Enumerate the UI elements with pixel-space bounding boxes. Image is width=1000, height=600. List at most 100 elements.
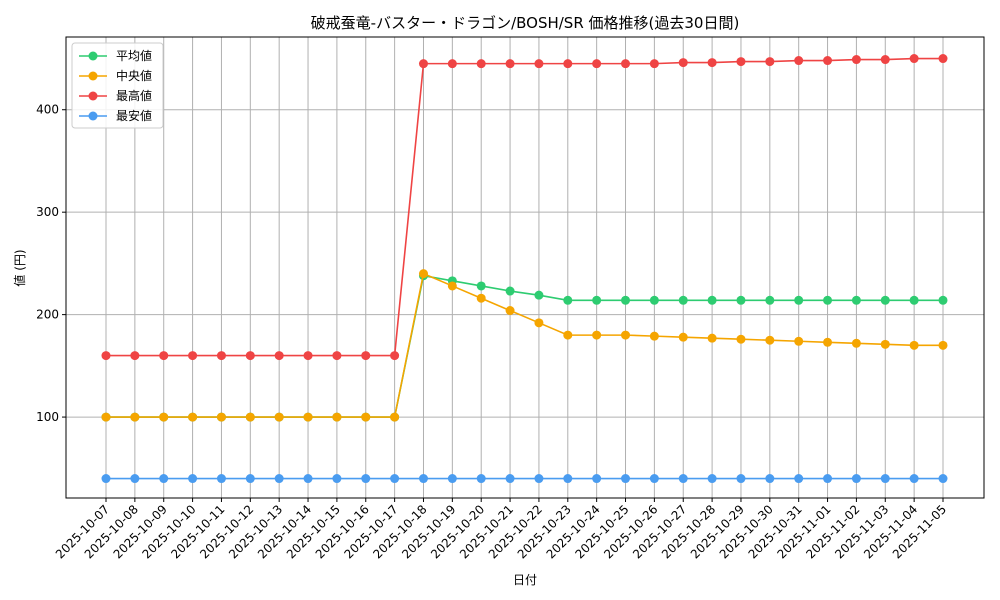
data-point [447, 474, 457, 484]
data-point [880, 55, 890, 65]
data-point [823, 474, 833, 484]
y-tick-label: 300 [36, 205, 59, 219]
data-point [418, 59, 428, 69]
data-point [678, 295, 688, 305]
data-point [476, 59, 486, 69]
data-point [909, 474, 919, 484]
legend-label: 最高値 [116, 88, 152, 103]
data-point [621, 474, 631, 484]
data-point [505, 474, 515, 484]
data-point [794, 474, 804, 484]
data-point [851, 295, 861, 305]
y-tick-label: 100 [36, 410, 59, 424]
data-point [736, 474, 746, 484]
series-line [106, 274, 943, 418]
data-point [592, 295, 602, 305]
series-layer [101, 54, 948, 484]
data-point [851, 474, 861, 484]
series-1 [101, 269, 948, 422]
grid [66, 37, 984, 498]
series-3 [101, 474, 948, 484]
data-point [909, 295, 919, 305]
series-line [106, 57, 943, 357]
data-point [707, 474, 717, 484]
data-point [332, 474, 342, 484]
x-axis-label: 日付 [513, 573, 537, 587]
data-point [101, 351, 111, 361]
data-point [274, 412, 284, 422]
data-point [505, 286, 515, 296]
y-tick-label: 200 [36, 308, 59, 322]
data-point [274, 351, 284, 361]
data-point [707, 333, 717, 343]
data-point [592, 59, 602, 69]
data-point [621, 295, 631, 305]
legend-entry: 平均値 [79, 48, 152, 63]
data-point [649, 295, 659, 305]
data-point [390, 412, 400, 422]
data-point [303, 474, 313, 484]
legend-label: 中央値 [116, 68, 152, 83]
data-point [101, 474, 111, 484]
data-point [765, 57, 775, 67]
data-point [851, 338, 861, 348]
data-point [880, 295, 890, 305]
legend-swatch-marker [88, 51, 98, 61]
data-point [245, 351, 255, 361]
data-point [736, 295, 746, 305]
legend-box [71, 42, 164, 129]
data-point [794, 56, 804, 66]
data-point [390, 474, 400, 484]
data-point [765, 474, 775, 484]
data-point [332, 351, 342, 361]
data-point [505, 306, 515, 316]
data-point [880, 474, 890, 484]
data-point [361, 351, 371, 361]
data-point [938, 340, 948, 350]
data-point [621, 59, 631, 69]
data-point [418, 269, 428, 279]
data-point [130, 474, 140, 484]
data-point [505, 59, 515, 69]
data-point [621, 330, 631, 340]
legend-entry: 最安値 [79, 108, 152, 123]
data-point [938, 54, 948, 64]
legend-label: 平均値 [116, 48, 152, 63]
data-point [159, 474, 169, 484]
data-point [447, 281, 457, 291]
data-point [476, 281, 486, 291]
legend-label: 最安値 [116, 108, 152, 123]
data-point [707, 58, 717, 68]
data-point [534, 318, 544, 328]
plot-frame [65, 36, 985, 499]
data-point [592, 330, 602, 340]
data-point [563, 330, 573, 340]
data-point [216, 351, 226, 361]
data-point [880, 339, 890, 349]
data-point [130, 351, 140, 361]
data-point [649, 331, 659, 341]
data-point [274, 474, 284, 484]
data-point [563, 474, 573, 484]
chart-title: 破戒蚕竜-バスター・ドラゴン/BOSH/SR 価格推移(過去30日間) [311, 14, 740, 32]
data-point [476, 293, 486, 303]
legend-entry: 最高値 [79, 88, 152, 103]
series-0 [101, 271, 948, 422]
series-2 [101, 54, 948, 361]
legend-swatch-marker [88, 91, 98, 101]
data-point [418, 474, 428, 484]
data-point [736, 57, 746, 67]
y-axis-label: 値 (円) [12, 249, 27, 286]
y-tick-label: 400 [36, 103, 59, 117]
data-point [159, 412, 169, 422]
data-point [823, 56, 833, 66]
data-point [707, 295, 717, 305]
data-point [159, 351, 169, 361]
data-point [678, 474, 688, 484]
data-point [188, 474, 198, 484]
data-point [447, 59, 457, 69]
data-point [534, 474, 544, 484]
data-point [678, 332, 688, 342]
data-point [909, 54, 919, 64]
